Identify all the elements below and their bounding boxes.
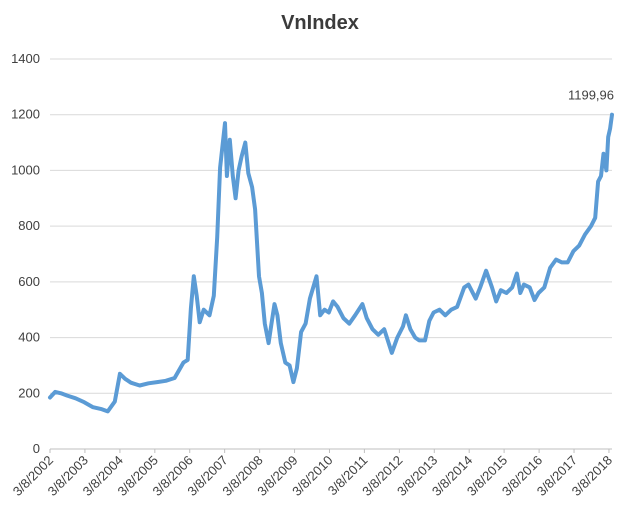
y-tick-label: 600: [18, 274, 40, 289]
y-tick-label: 400: [18, 330, 40, 345]
last-value-label: 1199,96: [568, 88, 614, 103]
y-tick-label: 1000: [11, 162, 40, 177]
y-tick-label: 0: [33, 441, 40, 456]
y-tick-label: 1200: [11, 107, 40, 122]
y-tick-label: 800: [18, 218, 40, 233]
chart-title: VnIndex: [281, 12, 359, 34]
y-tick-label: 1400: [11, 51, 40, 66]
x-axis-tick-labels: 3/8/20023/8/20033/8/20043/8/20053/8/2006…: [10, 449, 615, 499]
data-annotations: 1199,96: [568, 88, 614, 103]
y-tick-label: 200: [18, 385, 40, 400]
gridlines: [50, 58, 612, 450]
series-line-vnindex: [48, 112, 614, 414]
y-axis-tick-labels: 0 200 400 600 800 1000 1200 1400: [11, 51, 40, 456]
